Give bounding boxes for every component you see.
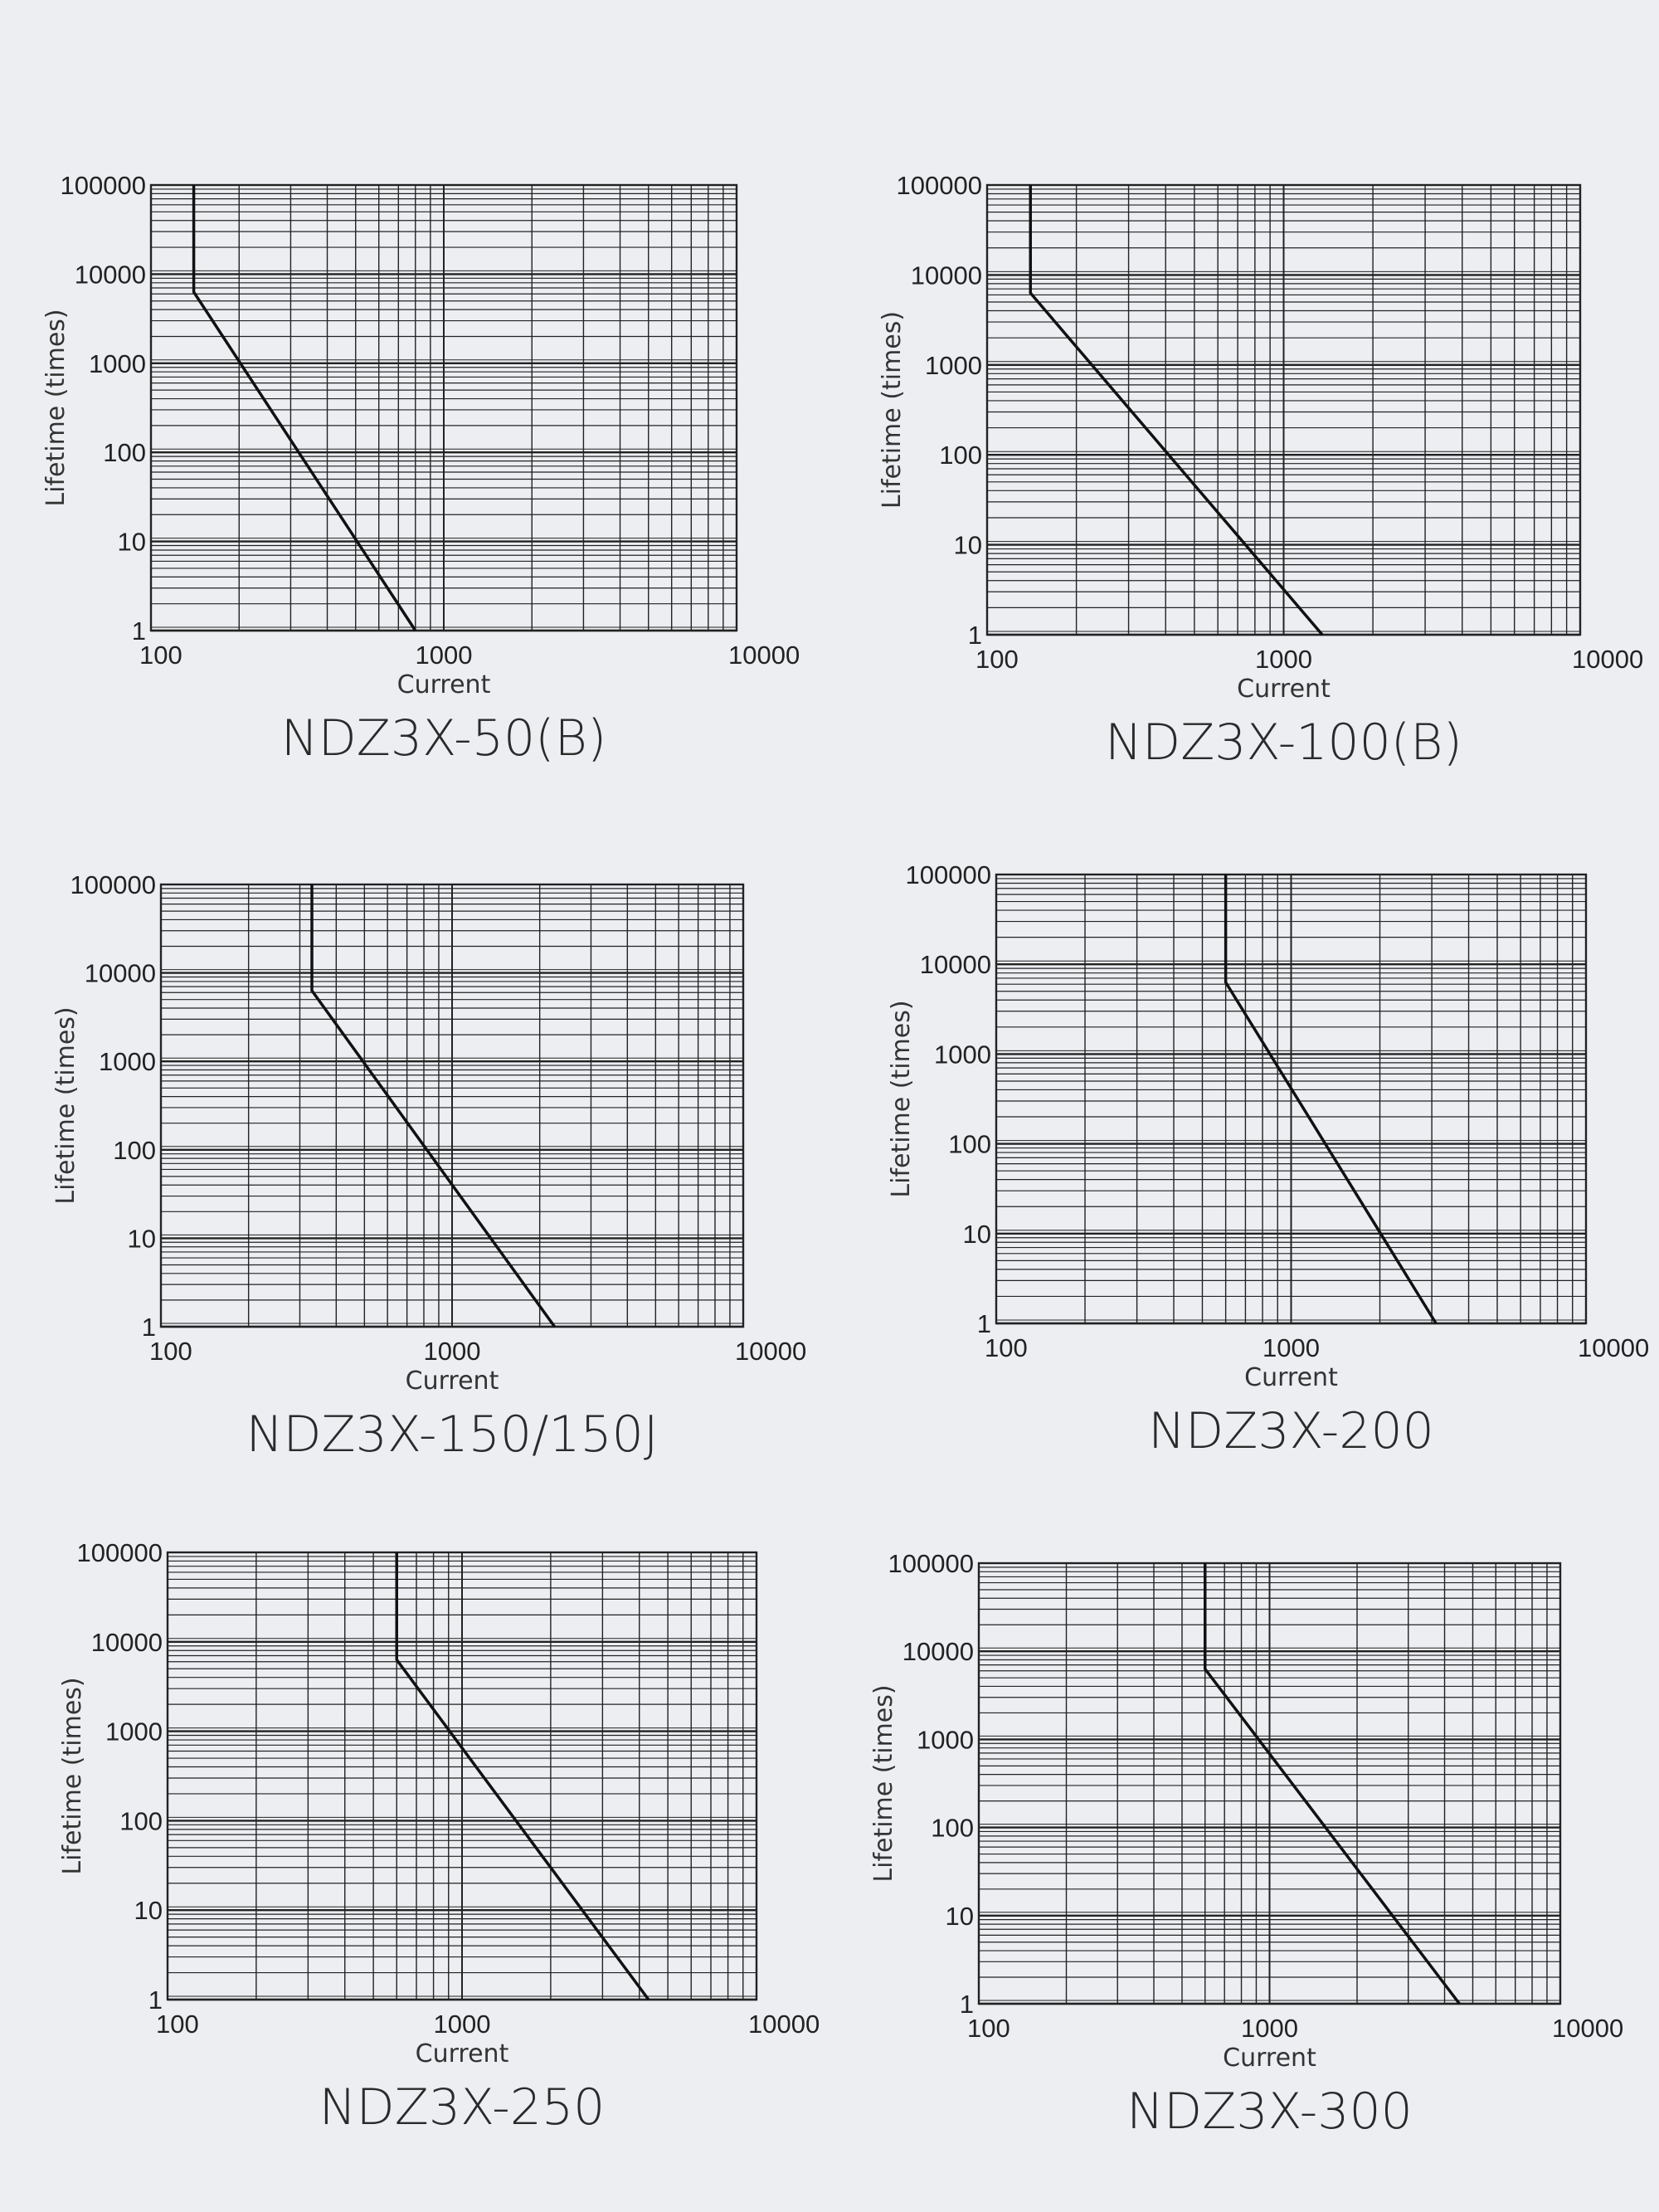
y-axis-label: Lifetime (times) (887, 1000, 916, 1197)
y-tick-label: 100000 (897, 171, 982, 200)
x-tick-label: 100 (139, 641, 182, 670)
y-tick-label: 100 (119, 1806, 163, 1835)
y-tick-label: 1000 (925, 351, 982, 380)
x-tick-label: 10000 (728, 641, 800, 670)
y-tick-label: 100 (948, 1130, 991, 1159)
x-tick-label: 1000 (416, 641, 473, 670)
x-axis-label: Current (1244, 1363, 1338, 1392)
x-tick-label: 10000 (1572, 645, 1643, 674)
plot-frame (149, 183, 738, 632)
plot-frame (977, 1562, 1562, 2005)
y-tick-label: 1 (148, 1985, 163, 2015)
x-tick-label: 1000 (424, 1337, 481, 1366)
y-axis-label: Lifetime (times) (51, 1006, 80, 1204)
chart-title: NDZ3X-250 (319, 2078, 606, 2136)
y-tick-label: 100000 (888, 1549, 974, 1578)
grid (160, 884, 743, 1328)
y-axis-label: Lifetime (times) (41, 309, 71, 506)
chart-title: NDZ3X-150/150J (246, 1406, 658, 1464)
y-tick-label: 1 (960, 1990, 974, 2019)
y-tick-label: 10000 (902, 1637, 974, 1666)
x-tick-label: 100 (975, 645, 1019, 674)
y-tick-label: 1 (142, 1313, 156, 1342)
y-tick-label: 1000 (89, 349, 146, 378)
y-tick-label: 10000 (85, 959, 156, 988)
y-tick-label: 100 (103, 438, 146, 467)
y-tick-label: 10 (118, 528, 146, 557)
x-tick-label: 100 (156, 2010, 199, 2039)
y-tick-label: 100000 (906, 860, 991, 889)
y-tick-label: 100 (113, 1136, 156, 1165)
y-tick-label: 1000 (934, 1040, 991, 1069)
x-tick-label: 10000 (1552, 2014, 1623, 2043)
x-tick-label: 10000 (1578, 1333, 1649, 1362)
x-tick-label: 1000 (1241, 2014, 1298, 2043)
y-tick-label: 1 (132, 616, 146, 646)
chart-2: 1 10 100 1000 10000 100000 100 1000 10000 Current… (878, 171, 1643, 772)
x-tick-label: 1000 (1262, 1333, 1320, 1362)
chart-1: 1 10 100 1000 10000 100000 100 1000 10000 Current… (41, 171, 800, 767)
series-line (310, 884, 557, 1328)
series-line (1029, 185, 1324, 636)
y-axis-label: Lifetime (times) (878, 311, 907, 509)
plot-frame (159, 883, 745, 1328)
x-tick-label: 10000 (735, 1337, 806, 1366)
y-tick-label: 10000 (91, 1628, 163, 1657)
y-axis-label: Lifetime (times) (869, 1684, 898, 1882)
series-line (192, 185, 417, 631)
plot-frame (166, 1551, 758, 2001)
x-tick-label: 1000 (434, 2010, 491, 2039)
y-tick-label: 10 (954, 531, 982, 560)
y-tick-label: 1000 (105, 1717, 163, 1747)
y-tick-label: 1 (968, 621, 982, 650)
y-tick-label: 10 (946, 1902, 974, 1931)
y-tick-label: 10 (134, 1896, 163, 1925)
x-tick-label: 100 (967, 2014, 1010, 2043)
x-axis-label: Current (1223, 2044, 1316, 2073)
y-tick-label: 10 (128, 1224, 156, 1253)
chart-title: NDZ3X-300 (1126, 2083, 1413, 2141)
y-tick-label: 100000 (77, 1538, 163, 1567)
y-tick-label: 100000 (71, 870, 156, 899)
grid (978, 1563, 1560, 2005)
y-tick-label: 10 (963, 1220, 991, 1249)
grid (986, 185, 1580, 636)
y-tick-label: 1000 (99, 1047, 156, 1076)
grid (150, 185, 737, 632)
y-axis-label: Lifetime (times) (58, 1677, 87, 1874)
series-line (1203, 1563, 1461, 2005)
grid (995, 875, 1586, 1325)
chart-3: 1 10 100 1000 10000 100000 100 1000 10000 Current… (51, 870, 806, 1464)
grid (167, 1552, 757, 2001)
x-axis-label: Current (397, 670, 491, 699)
y-tick-label: 100 (939, 441, 982, 470)
x-tick-label: 10000 (748, 2010, 820, 2039)
chart-title: NDZ3X-50(B) (281, 709, 607, 767)
y-tick-label: 1 (977, 1309, 991, 1338)
y-tick-label: 1000 (917, 1725, 974, 1754)
x-tick-label: 100 (149, 1337, 192, 1366)
x-tick-label: 100 (985, 1333, 1028, 1362)
y-tick-label: 10000 (75, 260, 146, 289)
chart-title: NDZ3X-200 (1148, 1402, 1434, 1460)
x-tick-label: 1000 (1255, 645, 1312, 674)
x-axis-label: Current (416, 2039, 509, 2068)
series-line (395, 1552, 650, 2001)
y-tick-label: 100 (931, 1814, 974, 1843)
y-tick-label: 100000 (61, 171, 146, 200)
x-axis-label: Current (1237, 675, 1331, 704)
plot-frame (995, 873, 1588, 1325)
x-axis-label: Current (406, 1367, 499, 1396)
series-line (1224, 875, 1438, 1324)
chart-6: 1 10 100 1000 10000 100000 100 1000 10000 Current… (869, 1549, 1623, 2141)
plot-frame (985, 183, 1582, 636)
chart-5: 1 10 100 1000 10000 100000 100 1000 10000 Current… (58, 1538, 820, 2136)
y-tick-label: 10000 (920, 950, 991, 979)
chart-title: NDZ3X-100(B) (1105, 714, 1462, 772)
y-tick-label: 10000 (911, 261, 982, 290)
chart-4: 1 10 100 1000 10000 100000 100 1000 10000 Current… (887, 860, 1649, 1460)
